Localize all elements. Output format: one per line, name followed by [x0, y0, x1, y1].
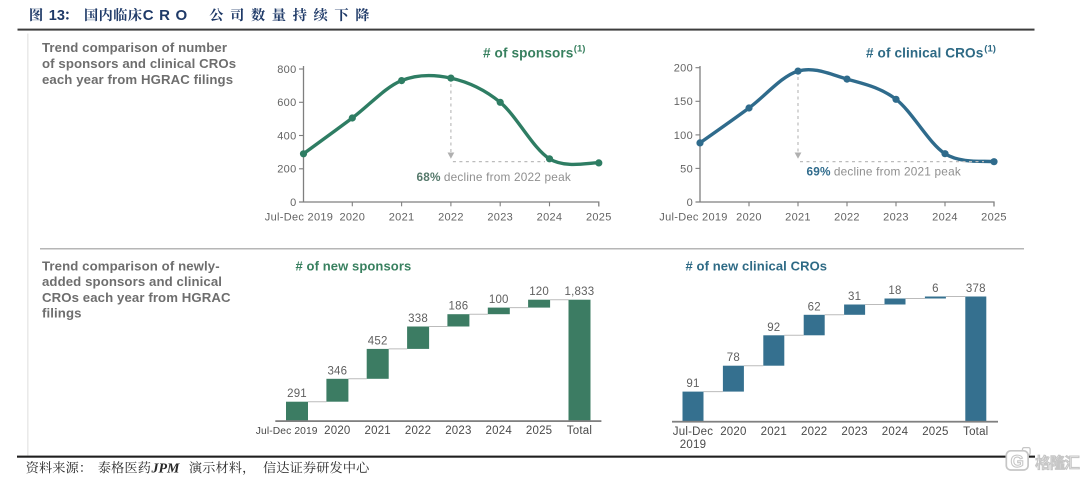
svg-text:200: 200	[674, 63, 693, 75]
svg-text:68%: 68%	[417, 170, 442, 184]
svg-text:2019: 2019	[680, 439, 706, 451]
svg-text:Jul-Dec 2019: Jul-Dec 2019	[659, 212, 727, 224]
svg-text:69%: 69%	[807, 165, 832, 179]
svg-text:2020: 2020	[720, 426, 746, 438]
svg-text:18: 18	[888, 285, 901, 297]
svg-text:Trend comparison of newly-: Trend comparison of newly-	[42, 259, 220, 274]
svg-text:(1): (1)	[984, 44, 996, 55]
svg-text:Total: Total	[963, 426, 988, 438]
svg-text:2022: 2022	[438, 212, 464, 224]
svg-text:Jul-Dec 2019: Jul-Dec 2019	[256, 426, 318, 437]
svg-text:2022: 2022	[801, 426, 827, 438]
svg-text:2022: 2022	[834, 212, 860, 224]
svg-text:2023: 2023	[841, 426, 867, 438]
svg-text:338: 338	[408, 313, 428, 325]
svg-text:100: 100	[489, 294, 509, 306]
svg-text:2021: 2021	[365, 425, 391, 437]
svg-text:78: 78	[727, 352, 740, 364]
svg-text:31: 31	[848, 291, 861, 303]
svg-text:2020: 2020	[339, 212, 365, 224]
svg-text:186: 186	[449, 301, 469, 313]
svg-text:JPM: JPM	[151, 461, 181, 476]
svg-text:Jul-Dec: Jul-Dec	[673, 426, 713, 438]
svg-text:150: 150	[674, 96, 693, 108]
svg-text:0: 0	[290, 197, 296, 209]
svg-text:50: 50	[680, 163, 693, 175]
svg-text:91: 91	[686, 378, 699, 390]
svg-text:2021: 2021	[785, 212, 811, 224]
svg-text:CRO: CRO	[143, 7, 193, 24]
svg-text:2023: 2023	[445, 425, 471, 437]
svg-text:378: 378	[966, 283, 986, 295]
svg-text:2021: 2021	[389, 212, 415, 224]
svg-text:2024: 2024	[932, 212, 958, 224]
svg-text:2021: 2021	[761, 426, 787, 438]
svg-text:13: 13	[49, 8, 65, 24]
svg-text:decline from 2021 peak: decline from 2021 peak	[834, 165, 961, 179]
svg-text:# of new sponsors: # of new sponsors	[296, 258, 412, 273]
svg-text:1,833: 1,833	[565, 286, 595, 298]
svg-text:2025: 2025	[526, 425, 552, 437]
svg-text:92: 92	[767, 322, 780, 334]
svg-text:6: 6	[932, 283, 939, 295]
svg-text:Trend comparison of number: Trend comparison of number	[42, 40, 227, 55]
svg-text:decline from 2022 peak: decline from 2022 peak	[444, 170, 571, 184]
svg-text:2023: 2023	[487, 212, 513, 224]
svg-text:# of new clinical CROs: # of new clinical CROs	[686, 258, 828, 273]
svg-text:800: 800	[277, 64, 296, 76]
svg-text:600: 600	[277, 97, 296, 109]
svg-text:100: 100	[674, 130, 693, 142]
svg-text:# of clinical CROs: # of clinical CROs	[866, 46, 983, 61]
svg-text:2024: 2024	[537, 212, 563, 224]
svg-text:2020: 2020	[324, 425, 350, 437]
svg-text:291: 291	[287, 388, 307, 400]
svg-text:Total: Total	[567, 425, 592, 437]
svg-text:346: 346	[327, 365, 347, 377]
svg-text:2020: 2020	[736, 212, 762, 224]
svg-text:of sponsors and clinical CROs: of sponsors and clinical CROs	[42, 56, 236, 71]
svg-text:400: 400	[277, 130, 296, 142]
svg-text:200: 200	[277, 164, 296, 176]
svg-text:added sponsors and clinical: added sponsors and clinical	[42, 274, 222, 289]
svg-text:452: 452	[368, 335, 388, 347]
svg-text:CROs each year from HGRAC: CROs each year from HGRAC	[42, 290, 231, 305]
svg-text:2024: 2024	[882, 426, 909, 438]
svg-text:2024: 2024	[486, 425, 513, 437]
svg-text:filings: filings	[42, 306, 82, 321]
svg-text:2025: 2025	[981, 212, 1007, 224]
svg-text:62: 62	[808, 301, 821, 313]
svg-text:2025: 2025	[922, 426, 948, 438]
svg-text:# of sponsors: # of sponsors	[483, 46, 573, 61]
svg-text:2025: 2025	[586, 212, 612, 224]
svg-text:2023: 2023	[883, 212, 909, 224]
svg-text:2022: 2022	[405, 425, 431, 437]
svg-text:Jul-Dec 2019: Jul-Dec 2019	[265, 212, 333, 224]
svg-text:(1): (1)	[574, 44, 586, 55]
svg-text:120: 120	[529, 286, 549, 298]
svg-text:each year from HGRAC filings: each year from HGRAC filings	[42, 72, 233, 87]
svg-text:0: 0	[687, 197, 693, 209]
